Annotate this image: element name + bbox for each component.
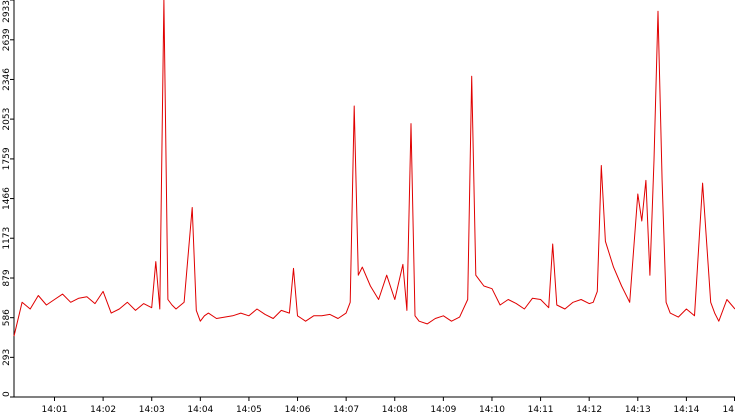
y-tick-label: 2346 <box>2 68 12 91</box>
x-tick-label: 14:13 <box>625 405 651 415</box>
x-tick-label: 14:09 <box>430 405 456 415</box>
y-tick-label: 293 <box>2 349 12 366</box>
series-line-0 <box>13 0 735 337</box>
x-tick-label: 14:08 <box>382 405 408 415</box>
x-tick-label: 14:12 <box>576 405 602 415</box>
y-tick-label: 2933 <box>2 0 12 23</box>
x-tick-label: 14:01 <box>42 405 68 415</box>
y-axis-ticks: 0 293 586 879 1173 1466 1759 2053 2346 2639 2933 <box>2 0 14 398</box>
y-tick-label: 2053 <box>2 108 12 131</box>
y-tick-label: 2639 <box>2 28 12 51</box>
x-tick-label: 14:10 <box>479 405 505 415</box>
x-tick-label: 14:11 <box>528 405 554 415</box>
x-tick-label: 14 <box>723 405 735 415</box>
y-tick-label: 1466 <box>2 187 12 210</box>
y-tick-label: 1759 <box>2 147 12 170</box>
x-tick-label: 14:04 <box>187 405 213 415</box>
x-axis-ticks: 14:01 14:02 14:03 14:04 14:05 14:06 14:07 14:08… <box>42 397 735 415</box>
x-tick-label: 14:14 <box>673 405 699 415</box>
x-tick-label: 14:02 <box>90 405 116 415</box>
x-tick-label: 14:03 <box>139 405 165 415</box>
series-layer <box>13 0 735 337</box>
y-tick-label: 879 <box>2 269 12 286</box>
x-tick-label: 14:07 <box>333 405 359 415</box>
y-tick-label: 1173 <box>2 227 12 250</box>
x-tick-label: 14:06 <box>285 405 311 415</box>
y-tick-label: 0 <box>2 391 12 397</box>
x-tick-label: 14:05 <box>236 405 262 415</box>
y-tick-label: 586 <box>2 309 12 326</box>
